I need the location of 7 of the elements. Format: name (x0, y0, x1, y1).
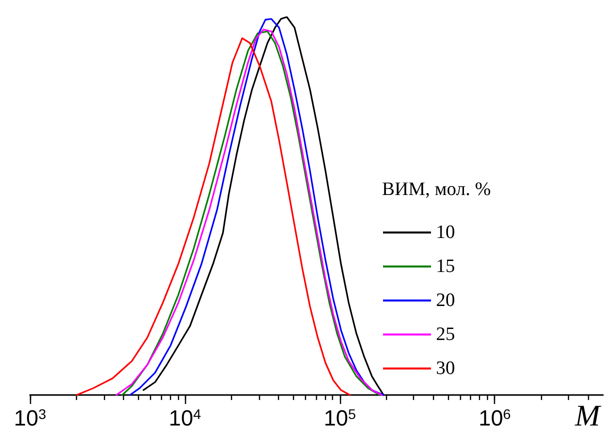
legend-label: 10 (436, 222, 455, 243)
legend-label: 20 (436, 290, 455, 311)
legend-label: 25 (436, 324, 455, 345)
legend-label: 15 (436, 256, 455, 277)
x-axis-title: M (574, 400, 602, 432)
legend-title: ВИМ, мол. % (382, 179, 492, 200)
legend-label: 30 (436, 358, 455, 379)
